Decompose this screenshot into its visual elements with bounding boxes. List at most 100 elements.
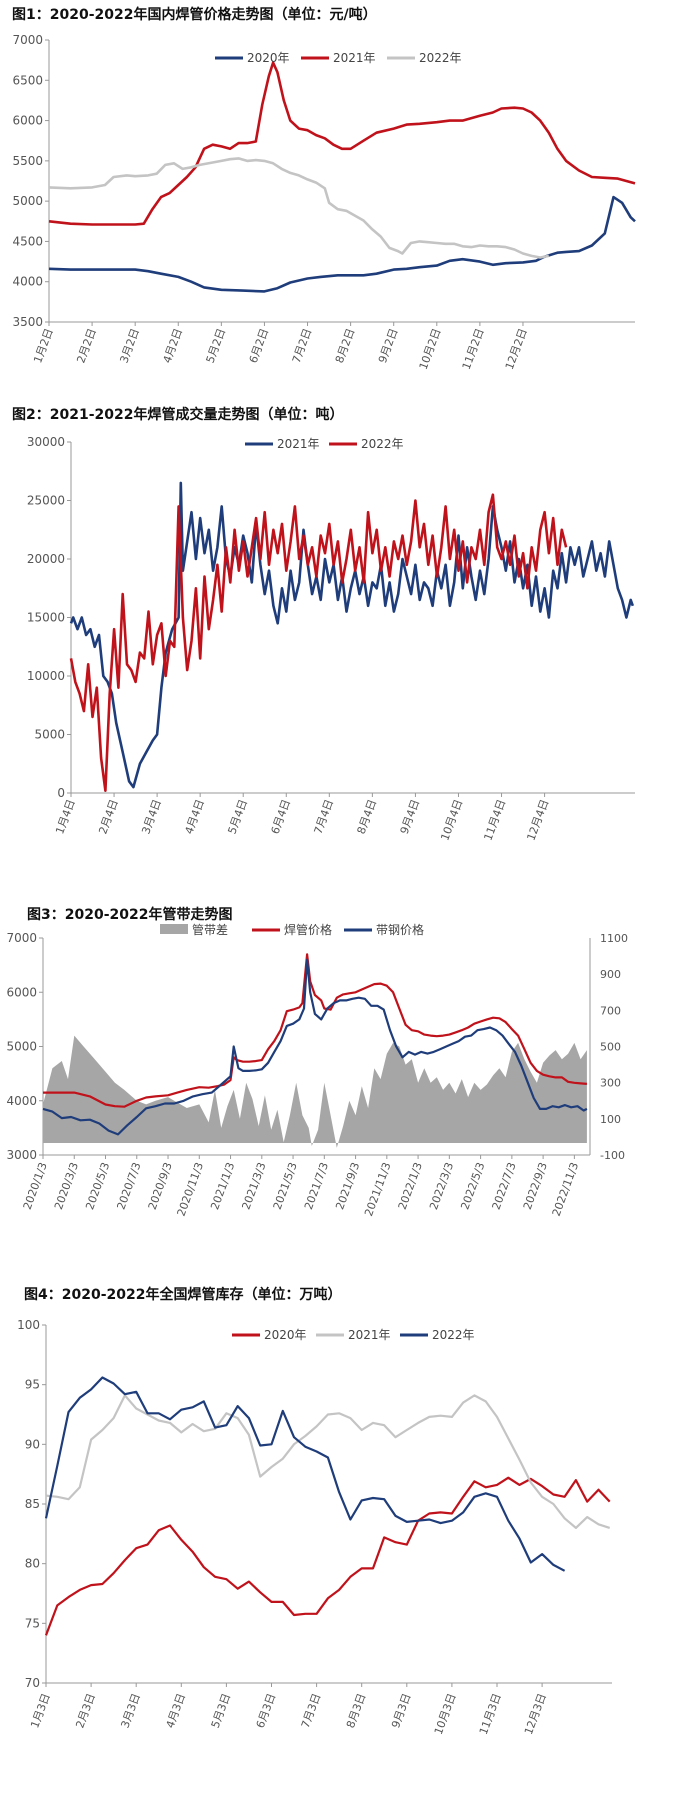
x-tick-label: 2021/5/3	[271, 1161, 300, 1212]
y-tick-label: 4000	[12, 275, 43, 289]
x-tick-label: 2020/9/3	[146, 1161, 175, 1212]
y-tick-label: 25000	[27, 494, 65, 508]
y-tick-label: 70	[25, 1676, 40, 1690]
x-tick-label: 10月4日	[438, 798, 465, 843]
y-tick-label: 30000	[27, 435, 65, 449]
x-tick-label: 4月2日	[161, 327, 186, 365]
y2-tick-label: 700	[600, 1004, 621, 1017]
chart-panel-2: 图2：2021-2022年焊管成交量走势图（单位：吨） 0 5000 10000 15…	[0, 400, 675, 900]
legend-swatch	[160, 924, 188, 934]
x-tick-label: 2月4日	[96, 798, 121, 836]
legend-label: 带钢价格	[376, 922, 424, 937]
x-tick-label: 7月3日	[299, 1692, 324, 1730]
y2-tick-label: 900	[600, 968, 621, 981]
x-tick-label: 2022/9/3	[521, 1161, 550, 1212]
legend-label: 2021年	[277, 437, 320, 451]
x-tick-label: 3月2日	[117, 327, 142, 365]
y-tick-label: 5000	[12, 194, 43, 208]
y-tick-label: 7000	[6, 931, 37, 945]
series-line-2021年	[69, 481, 635, 789]
y-tick-label: 15000	[27, 611, 65, 625]
x-tick-label: 2022/1/3	[396, 1161, 425, 1212]
chart-panel-3: 图3：2020-2022年管带走势图 3000 4000 5000 6000 7000 -…	[0, 900, 675, 1280]
y2-tick-label: -100	[600, 1149, 625, 1162]
x-tick-label: 2022/11/3	[550, 1161, 582, 1218]
x-tick-label: 4月4日	[182, 798, 207, 836]
x-tick-label: 6月4日	[269, 798, 294, 836]
y-tick-label: 90	[25, 1437, 40, 1451]
x-tick-label: 6月3日	[254, 1692, 279, 1730]
series-line-2021年	[45, 1394, 611, 1529]
legend-label: 2021年	[348, 1328, 391, 1342]
y-tick-label: 6000	[12, 114, 43, 128]
y-tick-label: 3500	[12, 315, 43, 329]
x-tick-label: 8月4日	[355, 798, 380, 836]
x-tick-label: 3月4日	[139, 798, 164, 836]
x-tick-label: 8月2日	[333, 327, 358, 365]
y-tick-label: 75	[25, 1616, 40, 1630]
chart-title: 图1：2020-2022年国内焊管价格走势图（单位：元/吨）	[12, 7, 377, 23]
x-tick-label: 2021/3/3	[240, 1161, 269, 1212]
legend-label: 2022年	[432, 1328, 475, 1342]
x-tick-label: 7月2日	[290, 327, 315, 365]
series-line-焊管价格	[43, 953, 587, 1108]
x-tick-label: 1月2日	[31, 327, 56, 365]
x-tick-label: 9月2日	[376, 327, 401, 365]
legend-label: 2022年	[419, 51, 462, 65]
y-tick-label: 6000	[6, 985, 37, 999]
y-tick-label: 7000	[12, 33, 43, 47]
y-tick-label: 4000	[6, 1094, 37, 1108]
chart-panel-4: 图4：2020-2022年全国焊管库存（单位：万吨） 70 75 80 85 90 95 1…	[0, 1280, 675, 1818]
chart-title: 图2：2021-2022年焊管成交量走势图（单位：吨）	[12, 407, 344, 423]
x-tick-label: 5月3日	[209, 1692, 234, 1730]
y-tick-label: 80	[25, 1557, 40, 1571]
y-tick-label: 5500	[12, 154, 43, 168]
price-line-chart: 3500 4000 4500 5000 5500 6000 6500 7000 1月2日 2月2日…	[12, 33, 636, 372]
x-tick-label: 2月2日	[74, 327, 99, 365]
x-tick-label: 2021/1/3	[208, 1161, 237, 1212]
inventory-line-chart: 70 75 80 85 90 95 100 1月3日 2月3日 3月3日 4月3日 5月3日 6月3日 7…	[17, 1318, 612, 1737]
y-tick-label: 4500	[12, 234, 43, 248]
x-tick-label: 5月2日	[204, 327, 229, 365]
x-tick-label: 12月4日	[524, 798, 551, 843]
series-line-带钢价格	[42, 958, 588, 1136]
legend-label: 2022年	[361, 437, 404, 451]
x-tick-label: 2022/5/3	[458, 1161, 487, 1212]
y-tick-label: 0	[57, 786, 65, 800]
x-tick-label: 7月4日	[312, 798, 337, 836]
series-line-2022年	[48, 157, 550, 259]
x-tick-label: 2022/3/3	[427, 1161, 456, 1212]
x-tick-label: 2020/11/3	[175, 1161, 207, 1218]
chart-title: 图3：2020-2022年管带走势图	[27, 907, 233, 923]
x-tick-label: 2021/11/3	[362, 1161, 394, 1218]
x-tick-label: 2月3日	[73, 1692, 98, 1730]
x-tick-label: 11月3日	[477, 1692, 504, 1737]
x-tick-label: 11月2日	[460, 327, 487, 372]
x-tick-label: 11月4日	[481, 798, 508, 843]
x-tick-label: 3月3日	[118, 1692, 143, 1730]
x-tick-label: 2021/9/3	[333, 1161, 362, 1212]
x-tick-label: 2020/1/3	[21, 1161, 50, 1212]
x-tick-label: 9月4日	[398, 798, 423, 836]
y-tick-label: 3000	[6, 1148, 37, 1162]
series-area-管带差	[43, 1035, 587, 1148]
y-tick-label: 5000	[6, 1040, 37, 1054]
legend-label: 2020年	[247, 51, 290, 65]
pipe-strip-chart: 3000 4000 5000 6000 7000 -100 100 300 500 700 900 1…	[6, 922, 628, 1218]
legend-label: 焊管价格	[284, 922, 332, 937]
volume-line-chart: 0 5000 10000 15000 20000 25000 30000 1月4日 2月4日 3月…	[27, 435, 635, 843]
y2-tick-label: 1100	[600, 932, 628, 945]
y2-tick-label: 100	[600, 1113, 621, 1126]
x-tick-label: 2022/7/3	[490, 1161, 519, 1212]
x-tick-label: 10月2日	[417, 327, 444, 372]
series-line-2022年	[44, 1376, 566, 1572]
series-line-2022年	[69, 493, 568, 793]
legend-label: 管带差	[192, 922, 228, 937]
y-tick-label: 10000	[27, 669, 65, 683]
y-tick-label: 5000	[34, 728, 65, 742]
x-tick-label: 5月4日	[226, 798, 251, 836]
y-tick-label: 6500	[12, 73, 43, 87]
x-tick-label: 2021/7/3	[302, 1161, 331, 1212]
x-tick-label: 9月3日	[389, 1692, 414, 1730]
x-tick-label: 1月4日	[53, 798, 78, 836]
